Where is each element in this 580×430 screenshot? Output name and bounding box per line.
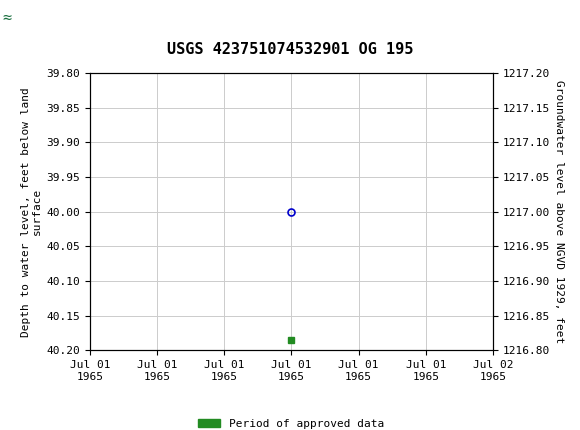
Y-axis label: Groundwater level above NGVD 1929, feet: Groundwater level above NGVD 1929, feet	[554, 80, 564, 344]
Y-axis label: Depth to water level, feet below land
surface: Depth to water level, feet below land su…	[21, 87, 42, 337]
Text: ≈: ≈	[2, 10, 12, 25]
Bar	[1, 3, 29, 32]
Text: USGS: USGS	[7, 9, 50, 27]
Text: USGS: USGS	[36, 9, 79, 27]
Legend: Period of approved data: Period of approved data	[194, 415, 389, 430]
Text: USGS 423751074532901 OG 195: USGS 423751074532901 OG 195	[167, 42, 413, 57]
